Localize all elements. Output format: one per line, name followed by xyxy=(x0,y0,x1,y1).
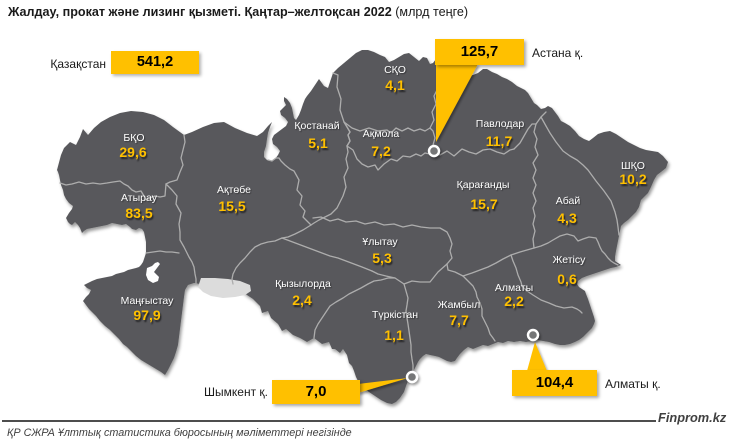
svg-text:0,6: 0,6 xyxy=(557,271,577,287)
svg-text:11,7: 11,7 xyxy=(486,133,513,149)
svg-text:Ақмола: Ақмола xyxy=(363,128,400,140)
svg-text:Түркістан: Түркістан xyxy=(372,309,418,321)
svg-text:7,2: 7,2 xyxy=(371,143,391,159)
svg-text:Жамбыл: Жамбыл xyxy=(438,299,480,311)
svg-text:4,1: 4,1 xyxy=(385,77,405,93)
svg-text:15,7: 15,7 xyxy=(470,196,497,212)
svg-text:Абай: Абай xyxy=(556,195,581,207)
svg-text:Атырау: Атырау xyxy=(121,192,158,204)
svg-text:СҚО: СҚО xyxy=(384,64,406,76)
svg-text:2,2: 2,2 xyxy=(504,293,524,309)
svg-text:1,1: 1,1 xyxy=(384,327,404,343)
svg-text:97,9: 97,9 xyxy=(133,307,160,323)
svg-text:4,3: 4,3 xyxy=(557,210,577,226)
svg-text:15,5: 15,5 xyxy=(218,198,245,214)
svg-text:5,3: 5,3 xyxy=(372,250,392,266)
svg-text:Алматы: Алматы xyxy=(495,282,533,294)
svg-text:Ақтөбе: Ақтөбе xyxy=(217,184,251,196)
svg-text:7,7: 7,7 xyxy=(449,312,469,328)
svg-text:Қызылорда: Қызылорда xyxy=(275,278,331,290)
svg-text:Қостанай: Қостанай xyxy=(294,120,339,132)
svg-text:ШҚО: ШҚО xyxy=(621,160,645,172)
svg-text:29,6: 29,6 xyxy=(119,144,146,160)
svg-text:2,4: 2,4 xyxy=(292,292,312,308)
svg-text:10,2: 10,2 xyxy=(619,171,646,187)
svg-text:БҚО: БҚО xyxy=(123,132,144,144)
svg-text:83,5: 83,5 xyxy=(125,205,152,221)
svg-text:Қарағанды: Қарағанды xyxy=(457,179,510,191)
svg-text:Жетісу: Жетісу xyxy=(553,254,586,266)
svg-text:Павлодар: Павлодар xyxy=(476,118,525,130)
svg-text:Маңғыстау: Маңғыстау xyxy=(121,295,175,307)
svg-text:Ұлытау: Ұлытау xyxy=(362,236,398,248)
svg-text:5,1: 5,1 xyxy=(308,135,328,151)
